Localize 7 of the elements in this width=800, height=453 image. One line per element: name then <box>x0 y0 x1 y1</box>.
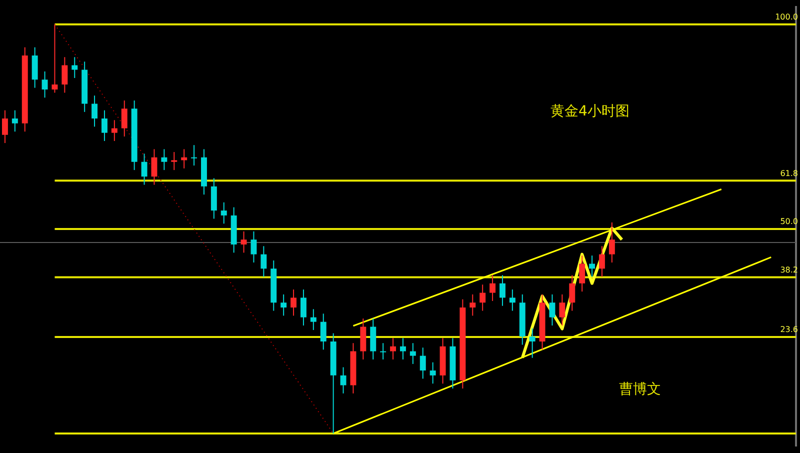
y-tick-label: 23.6 <box>780 325 798 334</box>
annotation: 曹博文 <box>619 381 661 398</box>
y-tick-label: 38.2 <box>780 265 798 274</box>
text: 黄金4小时图 <box>550 103 630 120</box>
y-tick-label: 61.8 <box>780 168 798 178</box>
y-tick-label: 50.0 <box>780 217 798 226</box>
y-tick-label: 100.0 <box>775 12 798 22</box>
